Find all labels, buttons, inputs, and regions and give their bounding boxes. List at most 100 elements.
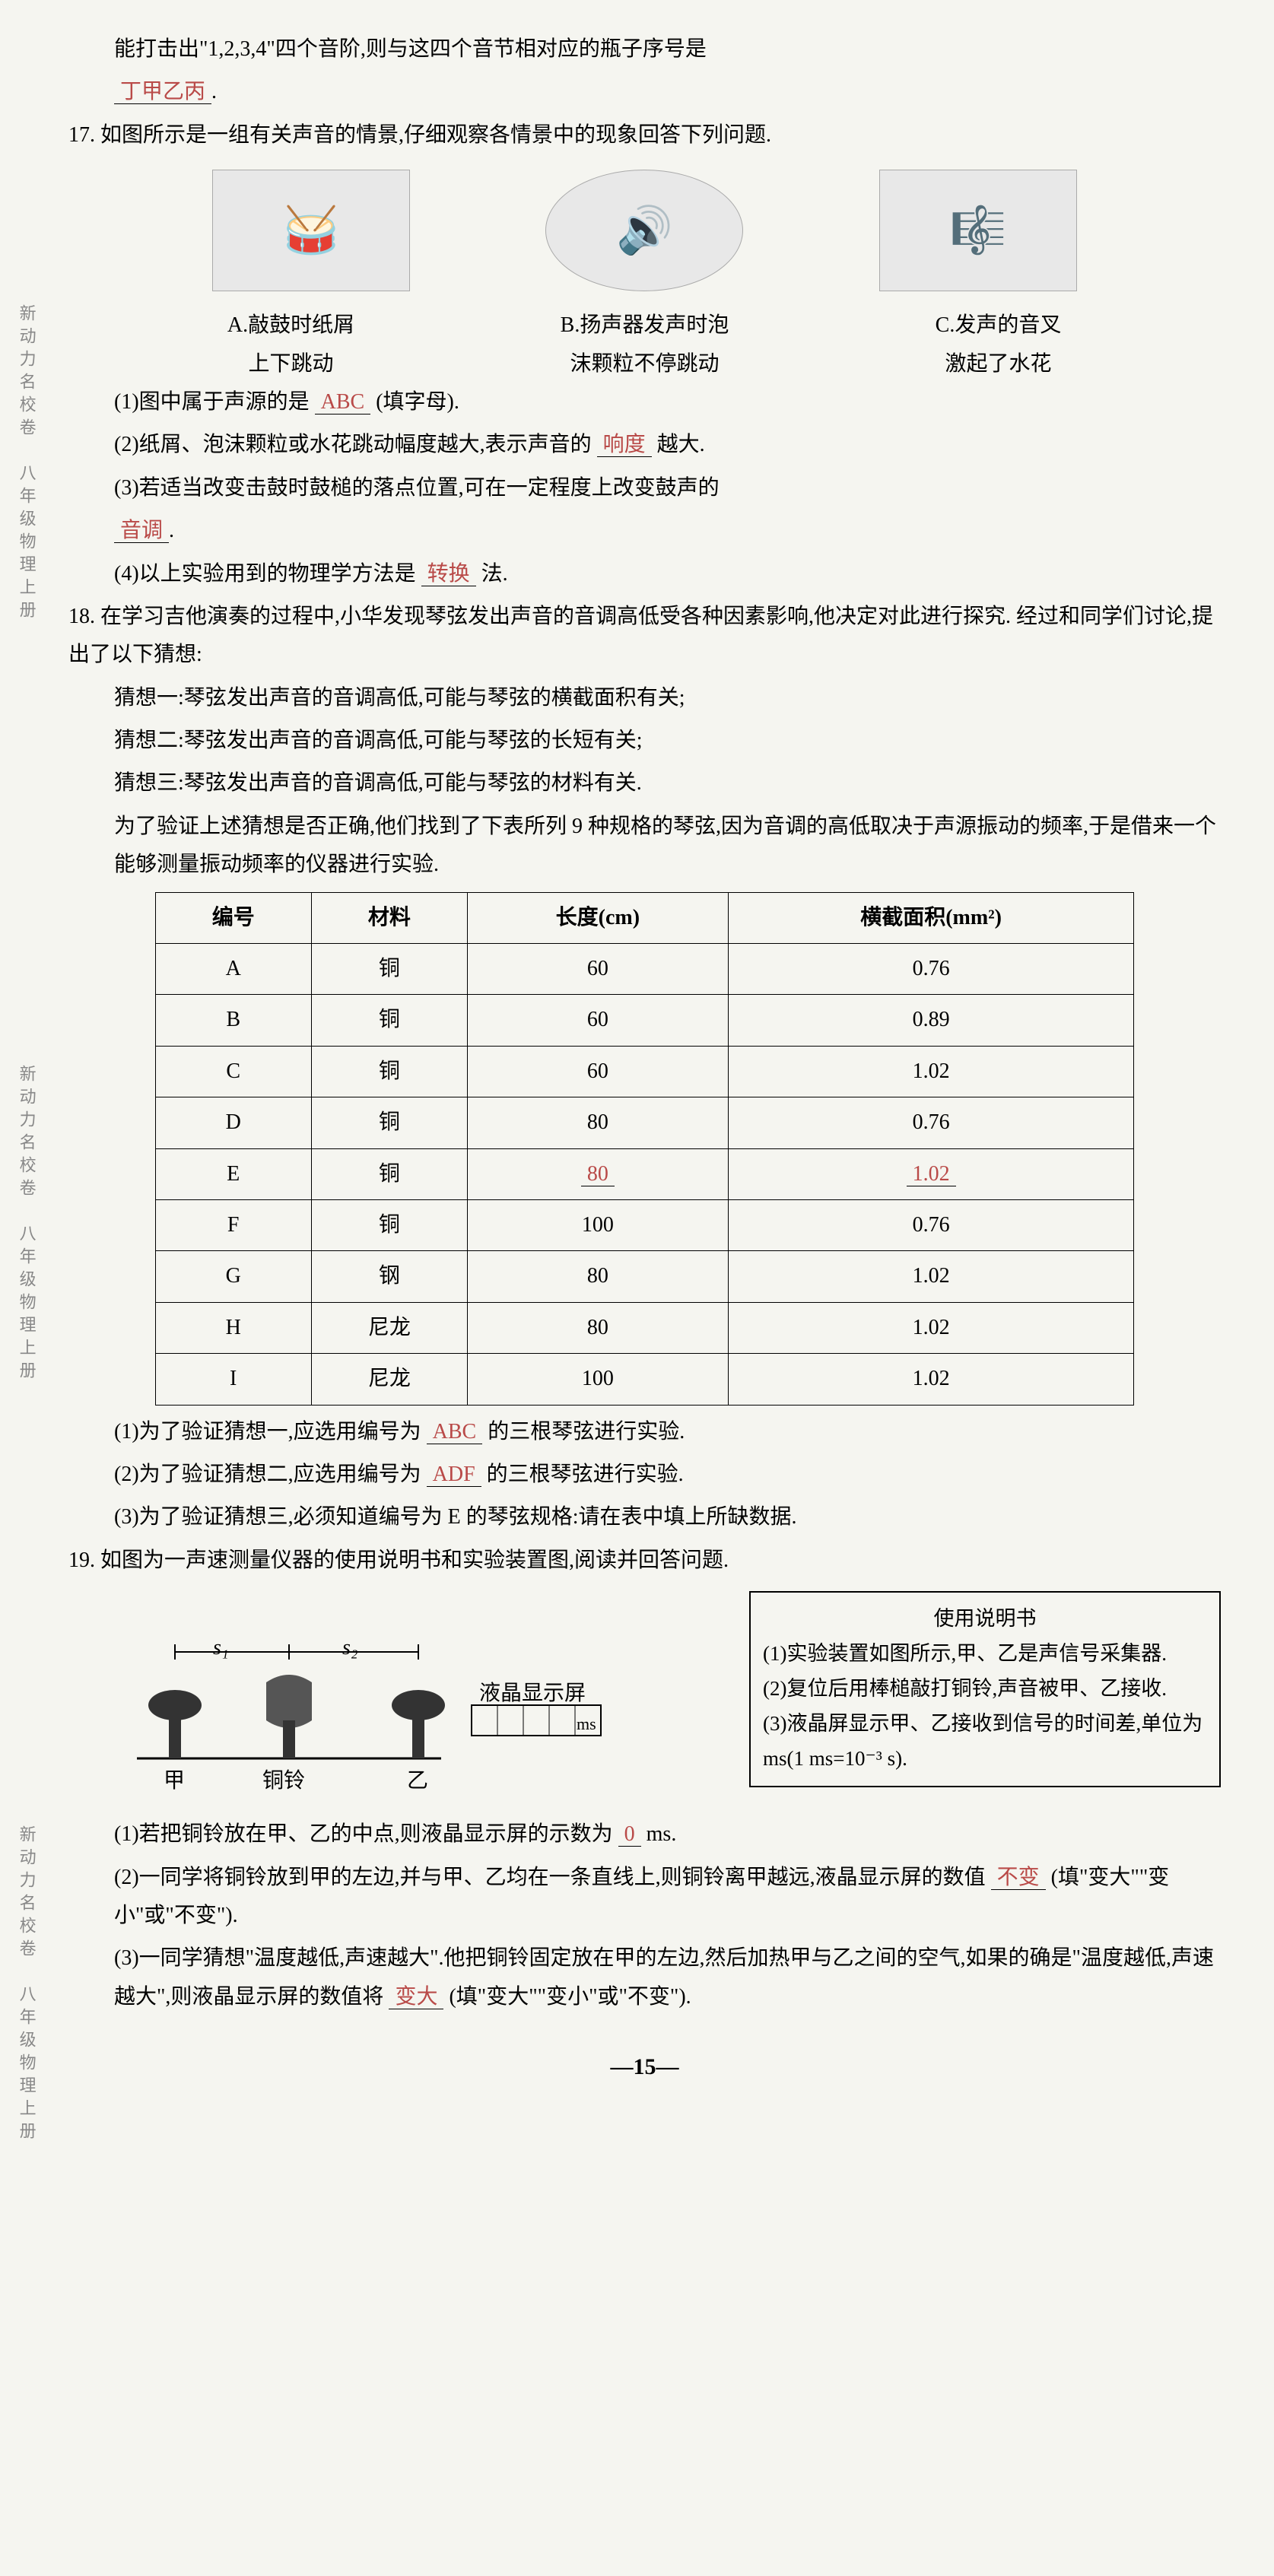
q17-image-b: 🔊 bbox=[545, 170, 743, 291]
cell-id: I bbox=[155, 1354, 311, 1405]
cell-area: 1.02 bbox=[728, 1046, 1134, 1097]
q17-p1: (1)图中属于声源的是 ABC (填字母). bbox=[68, 383, 1221, 421]
q18-table: 编号 材料 长度(cm) 横截面积(mm²) A铜600.76B铜600.89C… bbox=[155, 892, 1135, 1406]
q18-p2: (2)为了验证猜想二,应选用编号为 ADF 的三根琴弦进行实验. bbox=[68, 1456, 1221, 1494]
manual-m1: (1)实验装置如图所示,甲、乙是声信号采集器. bbox=[763, 1637, 1207, 1672]
q19-figure-container: s₁ s₂ 甲 铜铃 乙 液晶显示屏 ms 使用说明书 (1)实验装置如图所示,… bbox=[68, 1591, 1221, 1804]
q19-p1-ans: 0 bbox=[618, 1822, 641, 1847]
cell-area: 0.76 bbox=[728, 1097, 1134, 1148]
q17-caption-c1: C.发声的音叉 bbox=[821, 307, 1175, 345]
cell-id: D bbox=[155, 1097, 311, 1148]
q17-p4-ans: 转换 bbox=[421, 562, 476, 586]
q18-p1-text: (1)为了验证猜想一,应选用编号为 bbox=[114, 1420, 421, 1444]
cell-area: 0.89 bbox=[728, 995, 1134, 1046]
cell-material: 铜 bbox=[311, 1148, 467, 1199]
q17-p4: (4)以上实验用到的物理学方法是 转换 法. bbox=[68, 555, 1221, 593]
cell-material: 尼龙 bbox=[311, 1302, 467, 1353]
cell-length: 60 bbox=[467, 995, 728, 1046]
q19-p3-tail: (填"变大""变小"或"不变"). bbox=[449, 1985, 691, 2009]
q18-p1: (1)为了验证猜想一,应选用编号为 ABC 的三根琴弦进行实验. bbox=[68, 1413, 1221, 1451]
q16-tail-text: 能打击出"1,2,3,4"四个音阶,则与这四个音节相对应的瓶子序号是 bbox=[114, 37, 707, 61]
q17-p3-ans: 音调 bbox=[114, 519, 169, 543]
cell-area: 1.02 bbox=[728, 1354, 1134, 1405]
cell-length: 80 bbox=[467, 1148, 728, 1199]
manual-m2: (2)复位后用棒槌敲打铜铃,声音被甲、乙接收. bbox=[763, 1672, 1207, 1707]
cell-area: 1.02 bbox=[728, 1148, 1134, 1199]
cell-length: 60 bbox=[467, 1046, 728, 1097]
cell-material: 铜 bbox=[311, 1199, 467, 1250]
q17-p2-tail: 越大. bbox=[657, 433, 705, 456]
q19-p1-tail: ms. bbox=[647, 1822, 677, 1846]
label-s2: s₂ bbox=[342, 1629, 358, 1667]
label-jia: 甲 bbox=[164, 1762, 185, 1800]
q18-g2: 猜想二:琴弦发出声音的音调高低,可能与琴弦的长短有关; bbox=[68, 722, 1221, 760]
cell-material: 钢 bbox=[311, 1251, 467, 1302]
q18-stem2: 为了验证上述猜想是否正确,他们找到了下表所列 9 种规格的琴弦,因为音调的高低取… bbox=[68, 808, 1221, 885]
th-material: 材料 bbox=[311, 892, 467, 943]
cell-id: B bbox=[155, 995, 311, 1046]
side-label-2: 新动力名校卷 八年级物理上册 bbox=[11, 1065, 42, 1384]
q17-caption-a2: 上下跳动 bbox=[114, 345, 468, 383]
q17-p3-ans-line: 音调. bbox=[68, 512, 1221, 550]
q17-caption-c2: 激起了水花 bbox=[821, 345, 1175, 383]
cell-length: 60 bbox=[467, 944, 728, 995]
side-label-1: 新动力名校卷 八年级物理上册 bbox=[11, 304, 42, 624]
cell-id: C bbox=[155, 1046, 311, 1097]
cell-length: 80 bbox=[467, 1251, 728, 1302]
table-row: G钢801.02 bbox=[155, 1251, 1134, 1302]
q18-p1-tail: 的三根琴弦进行实验. bbox=[488, 1420, 685, 1444]
cell-length: 100 bbox=[467, 1354, 728, 1405]
cell-id: G bbox=[155, 1251, 311, 1302]
q17-p4-tail: 法. bbox=[481, 562, 508, 586]
cell-material: 铜 bbox=[311, 995, 467, 1046]
table-row: A铜600.76 bbox=[155, 944, 1134, 995]
q18-g1: 猜想一:琴弦发出声音的音调高低,可能与琴弦的横截面积有关; bbox=[68, 679, 1221, 717]
main-content: 能打击出"1,2,3,4"四个音阶,则与这四个音节相对应的瓶子序号是 丁甲乙丙.… bbox=[68, 30, 1221, 2088]
q17-p2-ans: 响度 bbox=[597, 433, 652, 457]
q17-image-a: 🥁 bbox=[212, 170, 410, 291]
q17-p2-text: (2)纸屑、泡沫颗粒或水花跳动幅度越大,表示声音的 bbox=[114, 433, 592, 456]
label-s1: s₁ bbox=[213, 1629, 229, 1667]
q16-answer: 丁甲乙丙 bbox=[114, 80, 211, 104]
q17-image-c: 🎼 bbox=[879, 170, 1077, 291]
q18-p2-ans: ADF bbox=[427, 1463, 481, 1487]
cell-area: 0.76 bbox=[728, 944, 1134, 995]
q19-p2: (2)一同学将铜铃放到甲的左边,并与甲、乙均在一条直线上,则铜铃离甲越远,液晶显… bbox=[68, 1859, 1221, 1936]
q18-p2-text: (2)为了验证猜想二,应选用编号为 bbox=[114, 1463, 421, 1486]
q19-manual: 使用说明书 (1)实验装置如图所示,甲、乙是声信号采集器. (2)复位后用棒槌敲… bbox=[749, 1591, 1221, 1787]
q17-caption-a1: A.敲鼓时纸屑 bbox=[114, 307, 468, 345]
cell-area: 1.02 bbox=[728, 1251, 1134, 1302]
q17-p1-ans: ABC bbox=[315, 390, 371, 415]
cell-area: 1.02 bbox=[728, 1302, 1134, 1353]
q17-caption-b1: B.扬声器发声时泡 bbox=[468, 307, 821, 345]
table-row: B铜600.89 bbox=[155, 995, 1134, 1046]
cell-length: 80 bbox=[467, 1302, 728, 1353]
label-yi: 乙 bbox=[407, 1762, 428, 1800]
cell-id: F bbox=[155, 1199, 311, 1250]
q17-p1-tail: (填字母). bbox=[376, 390, 459, 414]
table-row: I尼龙1001.02 bbox=[155, 1354, 1134, 1405]
q19-stem: 19. 如图为一声速测量仪器的使用说明书和实验装置图,阅读并回答问题. bbox=[68, 1542, 1221, 1580]
cell-material: 尼龙 bbox=[311, 1354, 467, 1405]
q17-p3-text: (3)若适当改变击鼓时鼓槌的落点位置,可在一定程度上改变鼓声的 bbox=[114, 476, 720, 500]
cell-material: 铜 bbox=[311, 944, 467, 995]
table-row: F铜1000.76 bbox=[155, 1199, 1134, 1250]
cell-length: 100 bbox=[467, 1199, 728, 1250]
q17-images: 🥁 🔊 🎼 bbox=[68, 170, 1221, 291]
q17-stem: 17. 如图所示是一组有关声音的情景,仔细观察各情景中的现象回答下列问题. bbox=[68, 116, 1221, 154]
table-header-row: 编号 材料 长度(cm) 横截面积(mm²) bbox=[155, 892, 1134, 943]
th-area: 横截面积(mm²) bbox=[728, 892, 1134, 943]
q19-p3-ans: 变大 bbox=[389, 1985, 443, 2009]
q18-p2-tail: 的三根琴弦进行实验. bbox=[487, 1463, 684, 1486]
q17-p1-text: (1)图中属于声源的是 bbox=[114, 390, 310, 414]
q17-caption-b2: 沫颗粒不停跳动 bbox=[468, 345, 821, 383]
table-row: E铜801.02 bbox=[155, 1148, 1134, 1199]
label-tongling: 铜铃 bbox=[262, 1762, 305, 1800]
q19-p1: (1)若把铜铃放在甲、乙的中点,则液晶显示屏的示数为 0 ms. bbox=[68, 1815, 1221, 1853]
cell-id: H bbox=[155, 1302, 311, 1353]
table-row: D铜800.76 bbox=[155, 1097, 1134, 1148]
cell-material: 铜 bbox=[311, 1097, 467, 1148]
q17-caption-c: C.发声的音叉 激起了水花 bbox=[821, 307, 1175, 383]
table-row: C铜601.02 bbox=[155, 1046, 1134, 1097]
side-label-3: 新动力名校卷 八年级物理上册 bbox=[11, 1825, 42, 2145]
